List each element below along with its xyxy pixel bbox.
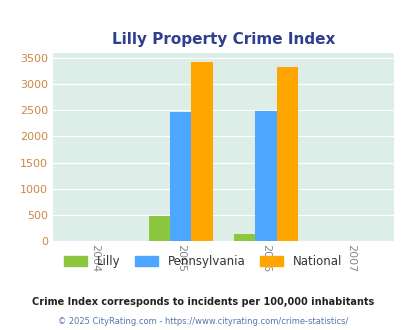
Bar [276, 67, 297, 241]
Text: Crime Index corresponds to incidents per 100,000 inhabitants: Crime Index corresponds to incidents per… [32, 297, 373, 307]
Text: © 2025 CityRating.com - https://www.cityrating.com/crime-statistics/: © 2025 CityRating.com - https://www.city… [58, 317, 347, 326]
Bar [233, 234, 255, 241]
Bar [148, 216, 170, 241]
Title: Lilly Property Crime Index: Lilly Property Crime Index [111, 32, 334, 48]
Bar [191, 62, 212, 241]
Legend: Lilly, Pennsylvania, National: Lilly, Pennsylvania, National [59, 250, 346, 273]
Bar [170, 112, 191, 241]
Bar [255, 111, 276, 241]
